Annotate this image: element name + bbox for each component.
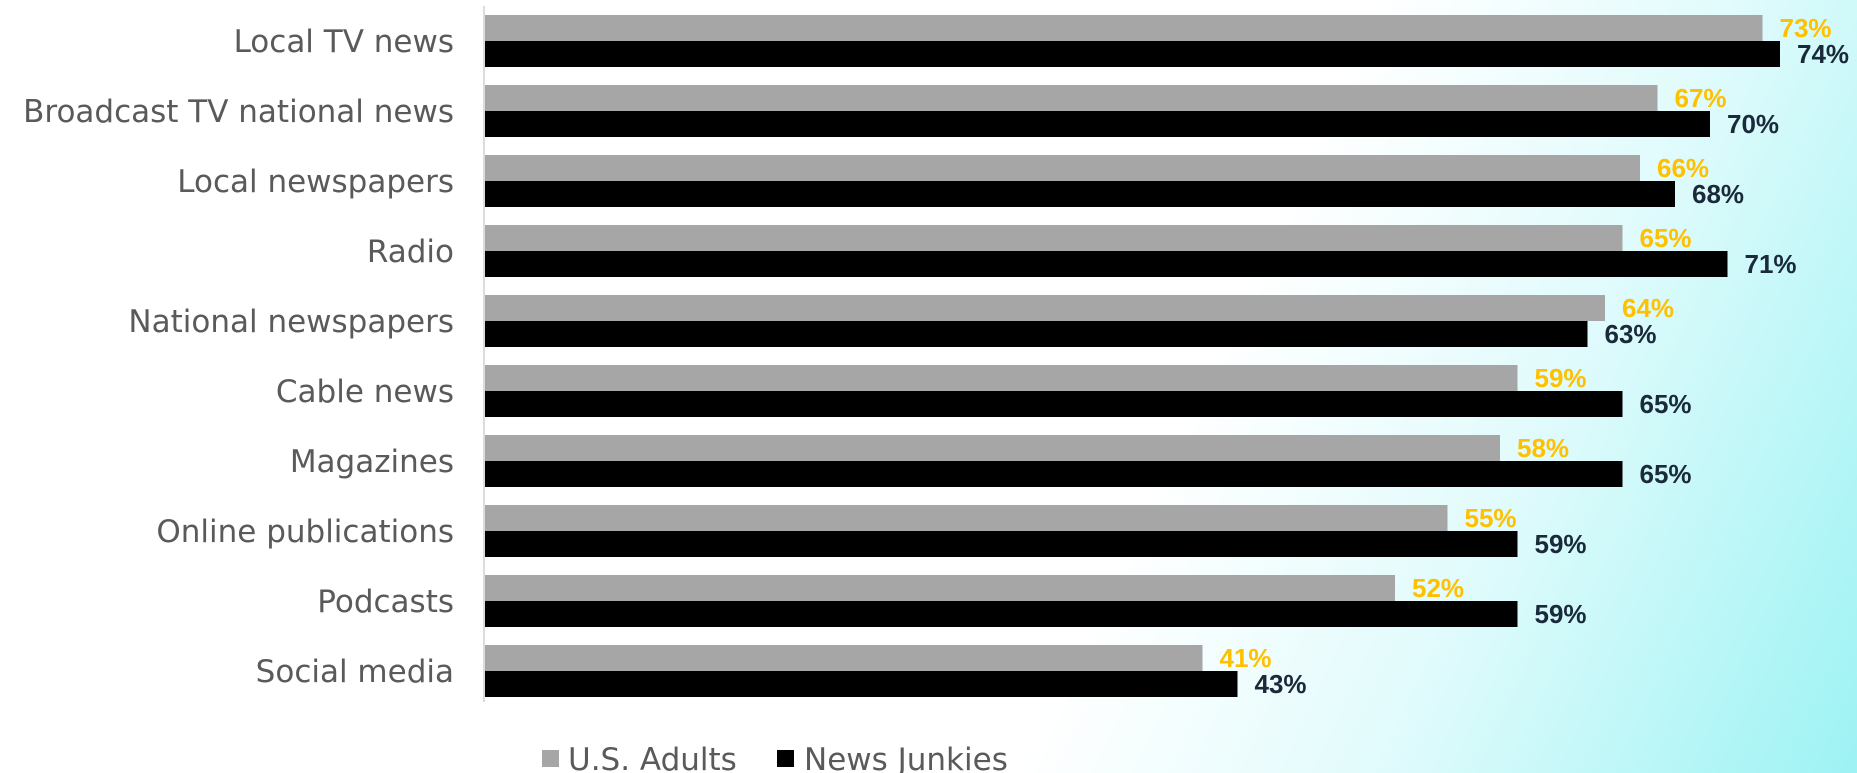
data-label-news-junkies-broadcast-tv-national-news: 70% bbox=[1727, 109, 1779, 139]
data-label-u-s-adults-local-newspapers: 66% bbox=[1657, 153, 1709, 183]
category-label-cable-news: Cable news bbox=[276, 374, 454, 410]
legend-swatch-us-adults bbox=[542, 750, 559, 767]
data-label-u-s-adults-podcasts: 52% bbox=[1412, 573, 1464, 603]
bars bbox=[485, 15, 1780, 697]
bar-news-junkies-podcasts bbox=[485, 601, 1518, 627]
category-label-radio: Radio bbox=[367, 234, 454, 270]
data-label-u-s-adults-magazines: 58% bbox=[1517, 433, 1569, 463]
data-label-news-junkies-online-publications: 59% bbox=[1535, 529, 1587, 559]
category-label-social-media: Social media bbox=[256, 654, 454, 690]
data-label-u-s-adults-radio: 65% bbox=[1640, 223, 1692, 253]
bar-news-junkies-cable-news bbox=[485, 391, 1623, 417]
data-label-u-s-adults-broadcast-tv-national-news: 67% bbox=[1675, 83, 1727, 113]
data-label-news-junkies-magazines: 65% bbox=[1640, 459, 1692, 489]
category-label-online-publications: Online publications bbox=[156, 514, 454, 550]
bar-u-s-adults-social-media bbox=[485, 645, 1203, 671]
category-label-podcasts: Podcasts bbox=[317, 584, 454, 620]
bar-u-s-adults-broadcast-tv-national-news bbox=[485, 85, 1658, 111]
bar-news-junkies-radio bbox=[485, 251, 1728, 277]
data-label-news-junkies-national-newspapers: 63% bbox=[1605, 319, 1657, 349]
data-label-news-junkies-local-tv-news: 74% bbox=[1797, 39, 1849, 69]
bar-u-s-adults-cable-news bbox=[485, 365, 1518, 391]
category-labels: Local TV news Broadcast TV national news L… bbox=[23, 24, 454, 690]
bar-news-junkies-local-newspapers bbox=[485, 181, 1675, 207]
category-label-local-tv-news: Local TV news bbox=[234, 24, 454, 60]
category-label-broadcast-tv-national-news: Broadcast TV national news bbox=[23, 94, 454, 130]
legend-swatch-news-junkies bbox=[777, 750, 794, 767]
data-label-u-s-adults-local-tv-news: 73% bbox=[1780, 13, 1832, 43]
data-label-news-junkies-radio: 71% bbox=[1745, 249, 1797, 279]
bar-u-s-adults-podcasts bbox=[485, 575, 1395, 601]
bar-news-junkies-broadcast-tv-national-news bbox=[485, 111, 1710, 137]
data-label-news-junkies-social-media: 43% bbox=[1255, 669, 1307, 699]
bar-u-s-adults-magazines bbox=[485, 435, 1500, 461]
legend-label-us-adults: U.S. Adults bbox=[568, 742, 737, 773]
bar-news-junkies-online-publications bbox=[485, 531, 1518, 557]
category-label-magazines: Magazines bbox=[290, 444, 454, 480]
bar-u-s-adults-radio bbox=[485, 225, 1623, 251]
data-label-news-junkies-local-newspapers: 68% bbox=[1692, 179, 1744, 209]
bar-u-s-adults-online-publications bbox=[485, 505, 1448, 531]
bar-u-s-adults-national-newspapers bbox=[485, 295, 1605, 321]
data-label-u-s-adults-online-publications: 55% bbox=[1465, 503, 1517, 533]
category-label-local-newspapers: Local newspapers bbox=[177, 164, 454, 200]
category-label-national-newspapers: National newspapers bbox=[128, 304, 454, 340]
legend: U.S. Adults News Junkies bbox=[542, 742, 1008, 773]
bar-u-s-adults-local-newspapers bbox=[485, 155, 1640, 181]
data-label-news-junkies-cable-news: 65% bbox=[1640, 389, 1692, 419]
data-labels: 73%74%67%70%66%68%65%71%64%63%59%65%58%6… bbox=[1220, 13, 1850, 699]
bar-news-junkies-social-media bbox=[485, 671, 1238, 697]
data-label-u-s-adults-cable-news: 59% bbox=[1535, 363, 1587, 393]
bar-u-s-adults-local-tv-news bbox=[485, 15, 1763, 41]
legend-label-news-junkies: News Junkies bbox=[804, 742, 1008, 773]
data-label-news-junkies-podcasts: 59% bbox=[1535, 599, 1587, 629]
bar-news-junkies-local-tv-news bbox=[485, 41, 1780, 67]
data-label-u-s-adults-national-newspapers: 64% bbox=[1622, 293, 1674, 323]
data-label-u-s-adults-social-media: 41% bbox=[1220, 643, 1272, 673]
bar-news-junkies-magazines bbox=[485, 461, 1623, 487]
bar-news-junkies-national-newspapers bbox=[485, 321, 1588, 347]
